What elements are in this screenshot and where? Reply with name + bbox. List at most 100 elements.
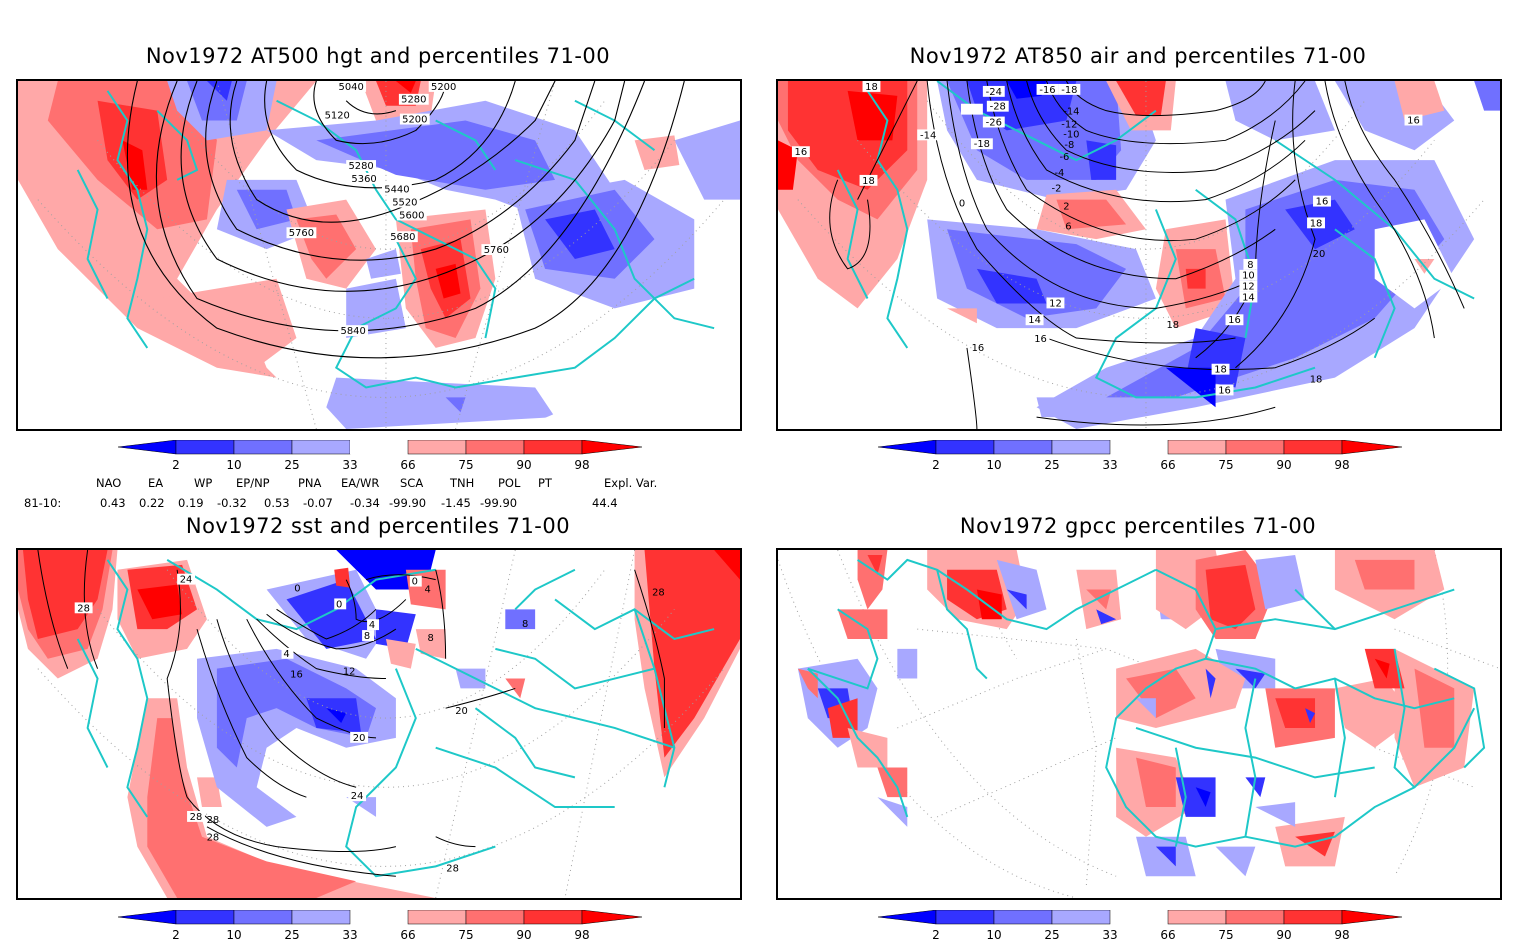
colorbar-tick: 25 [1044,928,1060,942]
colorbar-tick: 98 [1334,458,1350,472]
contours [126,81,685,359]
contour-label: -12 [1061,119,1077,130]
colorbar-tick: 75 [458,458,474,472]
coastlines [76,559,715,878]
contour-label: 14 [1028,315,1041,326]
colorbar-tick: 10 [986,928,1002,942]
index-header: EP/NP [236,476,270,490]
colorbar-swatches [118,910,643,925]
contour-label: 5840 [340,326,365,337]
contours [829,81,1465,429]
contour-label: 18 [862,176,875,187]
panel-title-sst: Nov1972 sst and percentiles 71-00 [185,514,571,538]
map-sst-svg: 28 24 0 0 0 4 4 8 8 4 12 16 20 20 24 28 … [18,550,740,898]
colorbar-hgt500: 2 10 25 33 66 75 90 98 [118,440,648,474]
contour-label: 12 [343,667,356,678]
index-header: EA/WR [341,476,380,490]
contour-label: 4 [283,649,289,660]
hemisphere-mask [18,81,740,429]
colorbar-tick: 90 [516,928,532,942]
colorbar-tick: 25 [1044,458,1060,472]
contour-label: 18 [1310,375,1323,386]
map-air850: 18 16 18 16 -24 -28 -26 -18 -14 -16 -18 … [776,79,1502,431]
contour-label: 28 [190,812,203,823]
contour-label: 5680 [390,232,415,243]
colorbar-swatches [878,910,1403,925]
contour-label: -26 [986,118,1002,129]
map-gpcc [776,548,1502,900]
contour-label: 16 [290,670,303,681]
contour-label: 20 [1313,249,1326,260]
map-hgt500: 5040 5200 5280 5120 5200 5280 5360 5440 … [16,79,742,431]
colorbar-sst: 2 10 25 33 66 75 90 98 [118,910,648,944]
colorbar-tick: 33 [342,458,358,472]
index-value: 44.4 [592,496,618,510]
contour-label: 4 [369,620,375,631]
contour-label: -2 [1051,184,1061,195]
contour-label: 10 [1242,271,1255,282]
contour-label: 4 [425,585,431,596]
contour-label: -6 [1059,152,1069,163]
index-header: PNA [298,476,322,490]
index-header: PT [538,476,552,490]
map-hgt500-svg: 5040 5200 5280 5120 5200 5280 5360 5440 … [18,81,740,429]
index-value: 0.22 [139,496,165,510]
colorbar-tick: 2 [932,458,940,472]
contour-label: 16 [795,147,808,158]
index-value: -0.07 [303,496,333,510]
contour-label: 28 [207,833,220,844]
contour-label: -14 [920,130,936,141]
contour-label: 5440 [384,185,409,196]
contour-label: 18 [1310,218,1323,229]
contour-label: 0 [412,577,418,588]
contour-label: 5280 [348,161,373,172]
contour-label: 2 [1063,202,1069,213]
contour-label: 12 [1049,298,1062,309]
index-value: 0.43 [100,496,126,510]
hemisphere-mask [495,550,740,898]
map-air850-svg: 18 16 18 16 -24 -28 -26 -18 -14 -16 -18 … [778,81,1500,429]
contour-label: -16 [1039,85,1055,96]
colorbar-tick: 75 [1218,928,1234,942]
index-value: -99.90 [389,496,427,510]
contour-label: 8 [364,631,370,642]
colorbar-tick: 2 [172,458,180,472]
contour-label: 16 [1407,116,1420,127]
index-header: EA [148,476,164,490]
colorbar-gpcc: 2 10 25 33 66 75 90 98 [878,910,1408,944]
contour-label: 24 [351,791,364,802]
contour-label: 5280 [401,95,426,106]
colorbar-tick: 90 [516,458,532,472]
contour-label: -10 [1063,129,1079,140]
index-value: 0.19 [178,496,204,510]
colorbar-tick: 25 [284,928,300,942]
contour-label: 8 [522,619,528,630]
colorbar-tick: 66 [400,458,416,472]
lat-lon-grid [37,81,725,429]
colorbar-tick: 75 [458,928,474,942]
colorbar-tick: 33 [1102,458,1118,472]
contour-label: 28 [77,603,90,614]
index-value: -0.34 [350,496,380,510]
contour-label: 8 [428,633,434,644]
percentile-shading [797,550,1475,877]
contour-label: 18 [1214,365,1227,376]
index-value: 0.53 [264,496,290,510]
coastlines [807,558,1486,848]
contour-label: 14 [1242,293,1255,304]
contour-label: 28 [207,815,220,826]
contour-label: 5360 [351,174,376,185]
index-header: POL [498,476,521,490]
contour-label: -14 [1063,107,1079,118]
contour-label: 0 [336,599,342,610]
contour-label: 6 [1065,221,1071,232]
contour-label: 16 [972,343,985,354]
colorbar-tick: 90 [1276,928,1292,942]
contour-label: 5120 [325,111,350,122]
contour-label: -28 [990,102,1006,113]
colorbar-tick: 98 [574,928,590,942]
contour-label: 16 [1316,197,1329,208]
index-header: Expl. Var. [604,476,658,490]
contour-labels: 28 24 0 0 0 4 4 8 8 4 12 16 20 20 24 28 … [74,573,665,874]
contour-label: 28 [652,588,665,599]
